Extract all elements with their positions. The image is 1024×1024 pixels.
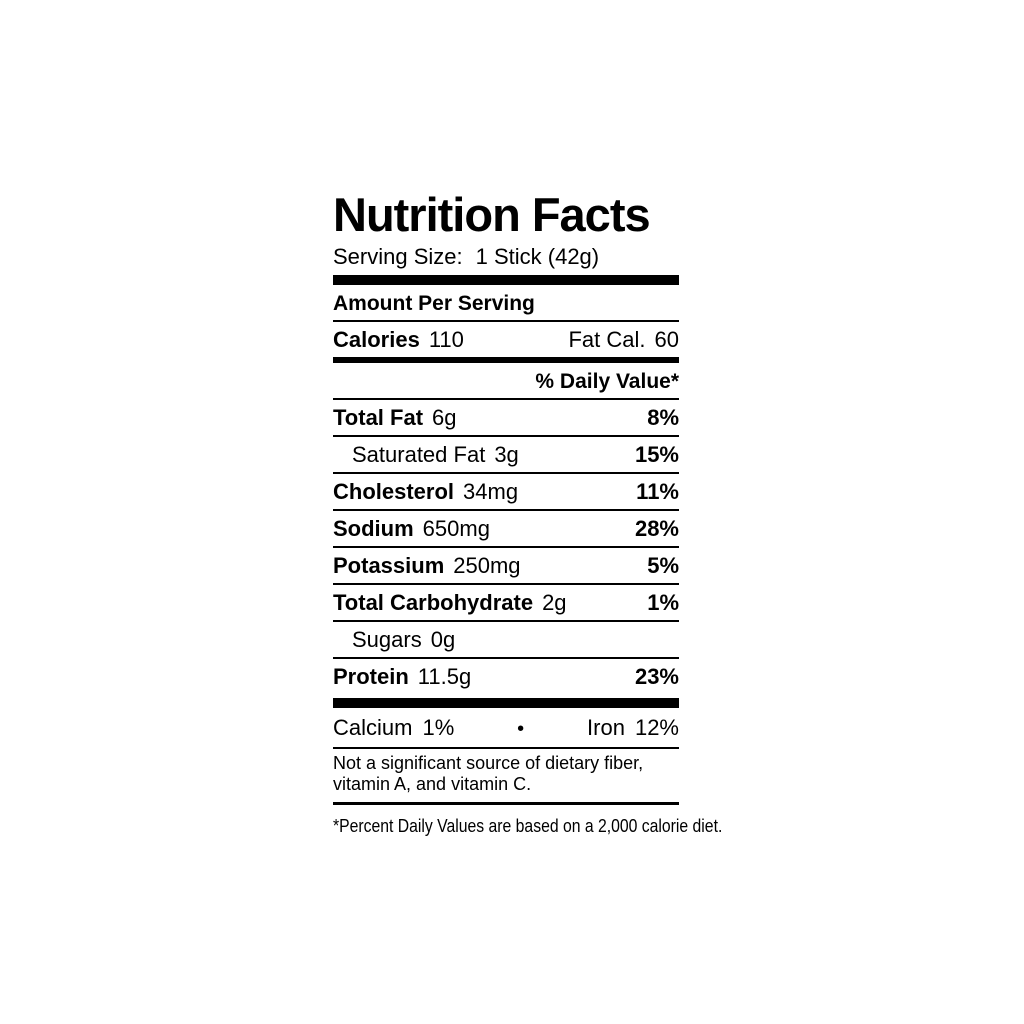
nutrient-amount: 250mg bbox=[453, 553, 521, 578]
nutrition-facts-title: Nutrition Facts bbox=[333, 188, 651, 241]
fat-calories-value: 60 bbox=[654, 327, 679, 352]
divider bbox=[333, 546, 679, 548]
nutrient-row-sodium: Sodium 650mg 28% bbox=[333, 511, 679, 546]
nutrient-row-total-fat: Total Fat 6g 8% bbox=[333, 400, 679, 435]
divider bbox=[333, 509, 679, 511]
fat-calories-label: Fat Cal. bbox=[568, 327, 646, 352]
nutrient-name: Cholesterol bbox=[333, 479, 455, 504]
nutrient-name: Potassium bbox=[333, 553, 445, 578]
divider-bottom bbox=[333, 802, 679, 805]
nutrient-group: Saturated Fat 3g bbox=[333, 442, 519, 468]
iron-value: 12% bbox=[634, 715, 679, 740]
serving-size-value: 1 Stick (42g) bbox=[475, 244, 600, 269]
nutrient-daily-value: 8% bbox=[647, 405, 679, 430]
calcium-label: Calcium bbox=[333, 715, 413, 740]
nutrient-daily-value: 11% bbox=[636, 479, 679, 504]
not-significant-note: Not a significant source of dietary fibe… bbox=[333, 749, 679, 802]
nutrient-group: Potassium 250mg bbox=[333, 553, 521, 579]
nutrient-name: Sodium bbox=[333, 516, 414, 541]
thick-divider-bottom bbox=[333, 698, 679, 708]
divider bbox=[333, 583, 679, 585]
nutrient-name: Sugars bbox=[352, 627, 422, 652]
nutrient-amount: 3g bbox=[494, 442, 519, 467]
calories-value: 110 bbox=[428, 327, 464, 352]
divider bbox=[333, 398, 679, 400]
nutrient-group: Cholesterol 34mg bbox=[333, 479, 518, 505]
thick-divider-top bbox=[333, 275, 679, 285]
divider bbox=[333, 657, 679, 659]
nutrient-daily-value: 1% bbox=[647, 590, 679, 615]
nutrient-name: Saturated Fat bbox=[352, 442, 486, 467]
nutrient-name: Total Fat bbox=[333, 405, 424, 430]
nutrient-amount: 6g bbox=[432, 405, 457, 430]
nutrient-row-potassium: Potassium 250mg 5% bbox=[333, 548, 679, 583]
divider bbox=[333, 620, 679, 622]
iron-group: Iron 12% bbox=[587, 714, 679, 741]
not-significant-line2: vitamin A, and vitamin C. bbox=[333, 774, 532, 794]
nutrient-daily-value: 15% bbox=[634, 442, 679, 467]
iron-label: Iron bbox=[587, 715, 625, 740]
nutrient-group: Protein 11.5g bbox=[333, 664, 471, 690]
fat-calories-group: Fat Cal. 60 bbox=[568, 327, 679, 353]
bullet-separator: • bbox=[517, 718, 525, 740]
nutrient-row-cholesterol: Cholesterol 34mg 11% bbox=[333, 474, 679, 509]
nutrient-name: Protein bbox=[333, 664, 409, 689]
calories-label: Calories bbox=[333, 327, 420, 352]
nutrient-daily-value: 5% bbox=[647, 553, 679, 578]
divider bbox=[333, 472, 679, 474]
nutrient-row-protein: Protein 11.5g 23% bbox=[333, 659, 679, 694]
daily-values-footnote: *Percent Daily Values are based on a 2,0… bbox=[333, 816, 723, 836]
nutrient-group: Total Carbohydrate 2g bbox=[333, 590, 567, 616]
nutrition-facts-label: Nutrition Facts Serving Size: 1 Stick (42… bbox=[333, 188, 723, 836]
nutrient-daily-value: 28% bbox=[634, 516, 679, 541]
nutrient-group: Total Fat 6g bbox=[333, 405, 457, 431]
nutrient-daily-value: 23% bbox=[634, 664, 679, 689]
nutrient-amount: 650mg bbox=[422, 516, 490, 541]
calories-row: Calories 110 Fat Cal. 60 bbox=[333, 322, 679, 357]
divider bbox=[333, 435, 679, 437]
serving-size-label: Serving Size: bbox=[333, 244, 463, 269]
divider bbox=[333, 747, 679, 749]
nutrient-row-total-carbohydrate: Total Carbohydrate 2g 1% bbox=[333, 585, 679, 620]
nutrient-row-saturated-fat: Saturated Fat 3g 15% bbox=[333, 437, 679, 472]
not-significant-line1: Not a significant source of dietary fibe… bbox=[333, 753, 644, 773]
serving-size: Serving Size: 1 Stick (42g) bbox=[333, 243, 679, 271]
nutrient-amount: 2g bbox=[542, 590, 567, 615]
nutrient-group: Sugars 0g bbox=[333, 627, 455, 653]
daily-value-header: % Daily Value* bbox=[535, 370, 679, 393]
divider bbox=[333, 320, 679, 322]
calcium-group: Calcium 1% bbox=[333, 714, 454, 741]
nutrient-amount: 34mg bbox=[463, 479, 519, 504]
calcium-value: 1% bbox=[422, 715, 455, 740]
minerals-row: Calcium 1% • Iron 12% bbox=[333, 708, 679, 747]
amount-per-serving-heading: Amount Per Serving bbox=[333, 292, 535, 315]
nutrient-amount: 0g bbox=[430, 627, 456, 652]
calories-group: Calories 110 bbox=[333, 327, 464, 353]
nutrient-row-sugars: Sugars 0g bbox=[333, 622, 679, 657]
nutrient-name: Total Carbohydrate bbox=[333, 590, 534, 615]
nutrient-amount: 11.5g bbox=[417, 664, 472, 689]
medium-divider bbox=[333, 357, 679, 363]
nutrient-group: Sodium 650mg bbox=[333, 516, 490, 542]
